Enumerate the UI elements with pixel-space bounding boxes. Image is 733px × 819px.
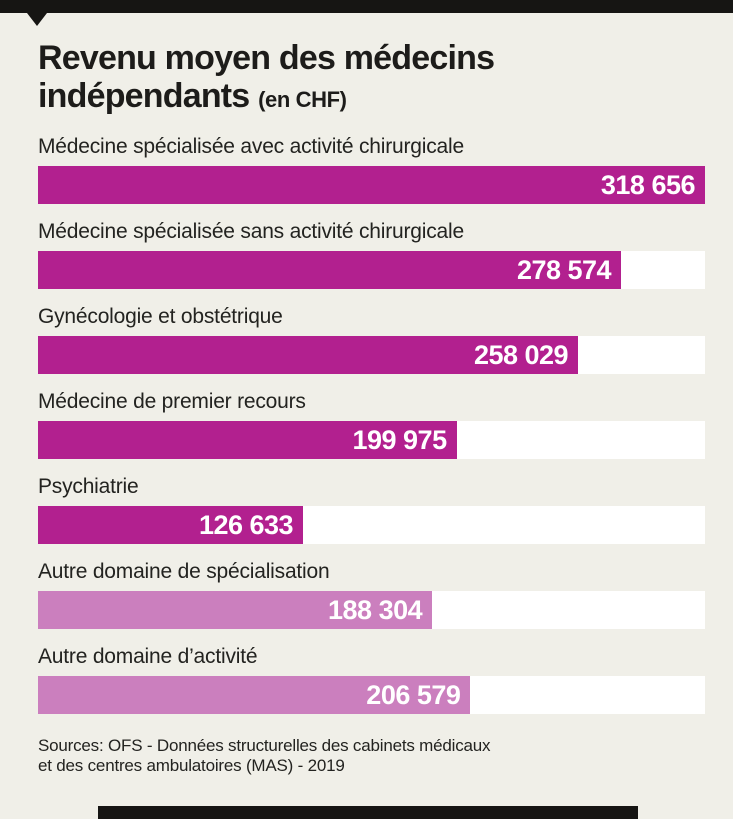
bar-label: Médecine spécialisée avec activité chiru… — [38, 135, 464, 158]
bar-fill: 278 574 — [38, 251, 622, 289]
title-line1: Revenu moyen des médecins — [38, 39, 495, 77]
bar-group: Médecine de premier recours 199 975 — [38, 389, 705, 459]
top-accent-bar — [0, 0, 733, 13]
bar-track: 278 574 — [38, 251, 705, 289]
bar-fill: 258 029 — [38, 336, 579, 374]
bar-track: 258 029 — [38, 336, 705, 374]
bar-track: 206 579 — [38, 676, 705, 714]
bar-group: Gynécologie et obstétrique 258 029 — [38, 304, 705, 374]
bar-label: Gynécologie et obstétrique — [38, 305, 283, 328]
bar-fill: 318 656 — [38, 166, 705, 204]
bar-label: Psychiatrie — [38, 475, 139, 498]
bar-fill: 188 304 — [38, 591, 433, 629]
bar-label: Autre domaine de spécialisation — [38, 560, 330, 583]
bar-group: Médecine spécialisée sans activité chiru… — [38, 219, 705, 289]
bar-track: 199 975 — [38, 421, 705, 459]
bar-value: 188 304 — [328, 595, 423, 625]
title-line2: indépendants — [38, 77, 250, 115]
bar-group: Autre domaine de spécialisation 188 304 — [38, 559, 705, 629]
source-line1: Sources: OFS - Données structurelles des… — [38, 736, 491, 755]
bar-label: Médecine de premier recours — [38, 390, 306, 413]
bottom-accent-bar — [98, 806, 638, 819]
page-title: Revenu moyen des médecins indépendants (… — [38, 39, 705, 119]
bar-fill: 199 975 — [38, 421, 457, 459]
bar-value: 258 029 — [473, 340, 569, 370]
bar-chart: Médecine spécialisée avec activité chiru… — [38, 134, 705, 714]
bar-value: 318 656 — [600, 170, 696, 200]
bar-label: Médecine spécialisée sans activité chiru… — [38, 220, 464, 243]
bar-track: 126 633 — [38, 506, 705, 544]
bar-label: Autre domaine d’activité — [38, 645, 258, 668]
bar-group: Psychiatrie 126 633 — [38, 474, 705, 544]
notch-triangle-icon — [27, 13, 47, 26]
bar-group: Médecine spécialisée avec activité chiru… — [38, 134, 705, 204]
bar-value: 126 633 — [198, 510, 294, 540]
bar-group: Autre domaine d’activité 206 579 — [38, 644, 705, 714]
bar-track: 188 304 — [38, 591, 705, 629]
bar-value: 199 975 — [352, 425, 447, 455]
source-line2: et des centres ambulatoires (MAS) - 2019 — [38, 756, 345, 775]
bar-fill: 126 633 — [38, 506, 304, 544]
bar-fill: 206 579 — [38, 676, 471, 714]
bar-value: 206 579 — [366, 680, 461, 710]
bar-track: 318 656 — [38, 166, 705, 204]
source-note: Sources: OFS - Données structurelles des… — [38, 736, 705, 776]
bar-value: 278 574 — [516, 255, 612, 285]
title-unit-suffix: (en CHF) — [258, 87, 347, 112]
content-area: Revenu moyen des médecins indépendants (… — [0, 13, 733, 776]
